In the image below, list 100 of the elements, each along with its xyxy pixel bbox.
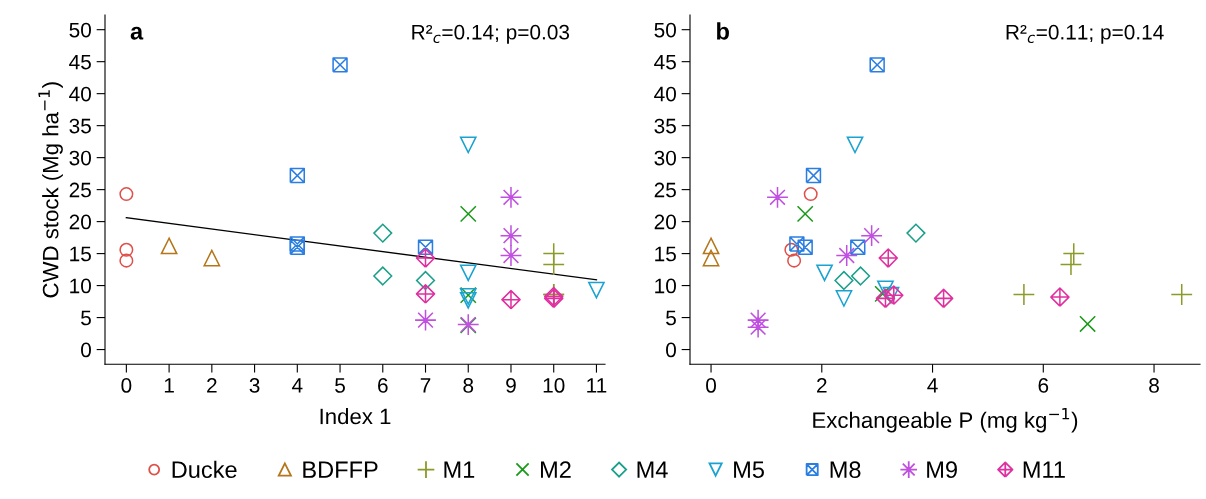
point (459, 291, 477, 309)
point (835, 289, 853, 307)
point (789, 236, 805, 252)
point (1059, 253, 1083, 276)
point (459, 136, 477, 154)
point (203, 249, 221, 267)
legend-label: M8 (830, 461, 861, 479)
y-tick-label: 5 (81, 310, 91, 326)
x-axis-title: Exchangeable P (mg kg$^{−1}$) (813, 408, 1078, 433)
point (459, 205, 477, 223)
point (702, 237, 720, 255)
x-tick-label: 10 (543, 378, 565, 393)
y-axis-title: CWD stock (Mg ha$^{−1}$) (38, 82, 63, 298)
x-tick-label: 8 (463, 378, 474, 393)
annotation: R²$_{c}$=0.11; p=0.14 (1006, 24, 1164, 44)
legend-label: M5 (734, 461, 764, 479)
point (766, 186, 789, 209)
chart-title: a (130, 26, 144, 40)
x-tick-label: 4 (927, 378, 938, 393)
y-tick-label: 5 (666, 310, 676, 326)
point (906, 223, 926, 243)
x-tick-label: 3 (249, 378, 260, 393)
point (878, 248, 899, 268)
x-tick-label: 5 (335, 378, 345, 393)
point (417, 239, 434, 255)
y-tick-label: 25 (654, 182, 676, 198)
point (860, 224, 883, 247)
point (415, 270, 436, 291)
point (803, 187, 818, 202)
point (501, 289, 521, 310)
point (373, 223, 393, 243)
y-tick-label: 30 (654, 150, 676, 166)
y-tick-label: 10 (655, 278, 676, 294)
point (1050, 287, 1070, 307)
point (797, 239, 813, 255)
y-tick-label: 35 (69, 118, 91, 134)
point (499, 186, 523, 209)
point (784, 242, 799, 257)
point (805, 167, 822, 184)
point (542, 253, 565, 276)
y-tick-label: 50 (654, 22, 676, 38)
y-tick-label: 0 (81, 342, 91, 358)
x-tick-label: 2 (817, 378, 827, 393)
x-tick-label: 4 (291, 378, 303, 393)
legend-label: M4 (637, 461, 668, 478)
point (415, 248, 436, 268)
y-tick-label: 45 (654, 54, 676, 70)
legend-label: Ducke (172, 460, 237, 479)
y-tick-label: 40 (654, 86, 676, 102)
y-tick-label: 30 (69, 150, 91, 166)
point (1170, 283, 1193, 306)
legend-label: BDFFP (303, 461, 378, 478)
y-tick-label: 40 (69, 86, 91, 102)
x-axis-title: Index 1 (320, 408, 391, 425)
y-tick-label: 10 (70, 278, 91, 294)
point (588, 281, 605, 299)
point (414, 308, 437, 332)
y-tick-label: 15 (70, 246, 91, 262)
y-tick-label: 45 (69, 54, 91, 70)
chart-title: b (717, 22, 729, 40)
point (882, 286, 900, 304)
x-tick-label: 8 (1149, 378, 1159, 393)
point (796, 205, 814, 223)
point (119, 187, 134, 202)
point (289, 167, 306, 184)
point (816, 264, 833, 282)
point (702, 249, 720, 267)
x-tick-label: 0 (121, 378, 132, 393)
legend-label: M9 (927, 461, 957, 479)
x-tick-label: 2 (207, 378, 217, 393)
point (160, 237, 178, 255)
point (459, 264, 477, 282)
point (499, 244, 523, 267)
legend-label: M11 (1023, 461, 1065, 478)
point (787, 253, 802, 268)
point (869, 57, 885, 73)
x-tick-label: 0 (706, 378, 717, 393)
x-tick-label: 11 (587, 378, 607, 393)
point (883, 285, 904, 305)
y-tick-label: 20 (69, 214, 91, 230)
point (850, 266, 871, 286)
point (835, 244, 858, 267)
x-tick-label: 6 (1038, 378, 1049, 393)
point (119, 253, 134, 268)
legend-label: M2 (541, 461, 571, 478)
point (373, 266, 393, 286)
point (1012, 283, 1036, 306)
y-tick-label: 25 (69, 182, 91, 198)
x-tick-label: 6 (378, 378, 388, 393)
annotation: R²$_{c}$=0.14; p=0.03 (412, 24, 570, 44)
point (119, 242, 134, 257)
point (875, 288, 896, 309)
y-tick-label: 35 (654, 118, 676, 134)
point (1079, 315, 1096, 333)
x-tick-label: 1 (164, 378, 174, 393)
y-tick-label: 0 (666, 342, 676, 358)
x-tick-label: 9 (506, 378, 516, 393)
y-tick-label: 15 (655, 246, 676, 262)
y-tick-label: 50 (69, 22, 91, 38)
point (834, 270, 854, 291)
